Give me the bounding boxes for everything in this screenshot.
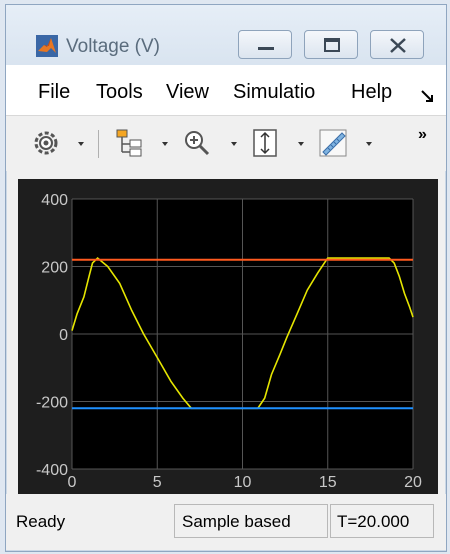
matlab-logo-icon [36,35,58,57]
zoom-in-icon[interactable] [182,128,212,158]
toolbar-overflow-button[interactable]: » [418,126,427,143]
status-mode: Sample based [182,512,291,531]
settings-dropdown-caret[interactable] [78,142,84,146]
y-tick-label: -400 [36,462,68,479]
chevron-arrow-icon[interactable] [421,89,435,105]
status-time: T=20.000 [337,512,410,531]
toolbar-separator [98,130,99,158]
fit-dropdown-caret[interactable] [298,142,304,146]
grid-lines [71,198,414,470]
x-tick-label: 0 [68,474,77,491]
menu-simulation[interactable]: Simulatio [233,81,316,103]
scope-display[interactable]: 0 5 10 15 20 400 200 0 -200 -400 [18,179,438,494]
close-button[interactable] [370,30,424,59]
maximize-icon [324,38,340,52]
title-bar[interactable]: Voltage (V) [6,5,446,65]
measure-ruler-icon[interactable] [318,128,348,158]
fit-axes-icon[interactable] [250,128,280,158]
maximize-button[interactable] [304,30,358,59]
x-tick-label: 10 [234,474,252,491]
y-tick-label: 400 [41,192,68,209]
signal-tree-icon[interactable] [114,128,144,158]
settings-gear-icon[interactable] [32,128,60,158]
scope-window: Voltage (V) File Tools View Simulatio He… [5,4,447,552]
x-tick-label: 15 [319,474,337,491]
status-mode-box: Sample based [174,504,328,538]
menu-file[interactable]: File [38,81,71,103]
menu-help[interactable]: Help [351,81,393,103]
y-tick-label: 200 [41,260,68,277]
window-title: Voltage (V) [66,36,160,57]
minimize-button[interactable] [238,30,292,59]
status-bar: Ready Sample based T=20.000 [6,494,446,550]
status-ready: Ready [16,512,66,531]
menu-bar: File Tools View Simulatio Help [6,65,446,115]
y-tick-label: -200 [36,395,68,412]
status-time-box: T=20.000 [330,504,434,538]
zoom-dropdown-caret[interactable] [231,142,237,146]
close-icon [390,38,406,53]
signal-dropdown-caret[interactable] [162,142,168,146]
minimize-icon [258,47,274,50]
y-tick-label: 0 [59,327,68,344]
toolbar: » [6,115,446,171]
x-tick-label: 20 [404,474,422,491]
menu-tools[interactable]: Tools [96,81,143,103]
menu-view[interactable]: View [166,81,209,103]
tick-labels: 0 5 10 15 20 400 200 0 -200 -400 [36,192,422,491]
scope-plot[interactable]: 0 5 10 15 20 400 200 0 -200 -400 [18,179,438,494]
signal-lines [71,257,414,410]
x-tick-label: 5 [153,474,162,491]
measure-dropdown-caret[interactable] [366,142,372,146]
